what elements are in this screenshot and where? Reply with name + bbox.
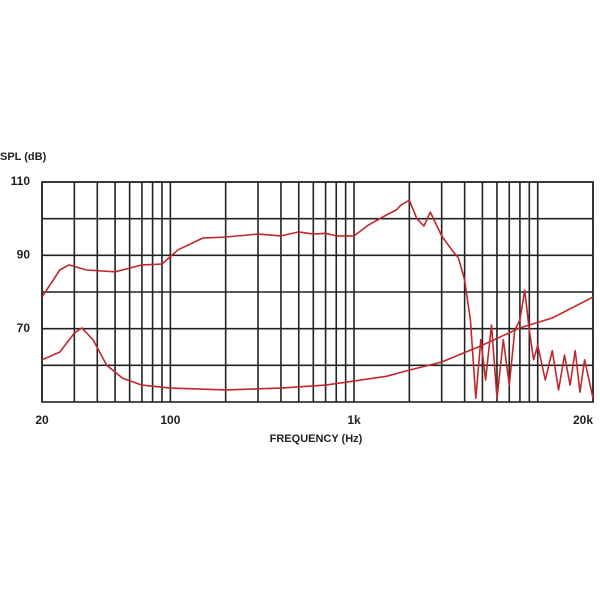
plot-frame [41, 181, 594, 403]
x-axis-label: FREQUENCY (Hz) [270, 433, 363, 445]
y-axis-label: SPL (dB) [0, 151, 47, 163]
line-series [41, 199, 594, 400]
y-tick-label: 110 [11, 174, 31, 188]
x-tick-label: 20 [35, 413, 49, 427]
line-series [41, 296, 594, 391]
x-tick-label: 20k [573, 413, 593, 427]
x-tick-label: 1k [347, 413, 361, 427]
x-tick-label: 100 [160, 413, 180, 427]
y-tick-label: 90 [17, 248, 31, 262]
y-tick-label: 70 [17, 321, 31, 335]
